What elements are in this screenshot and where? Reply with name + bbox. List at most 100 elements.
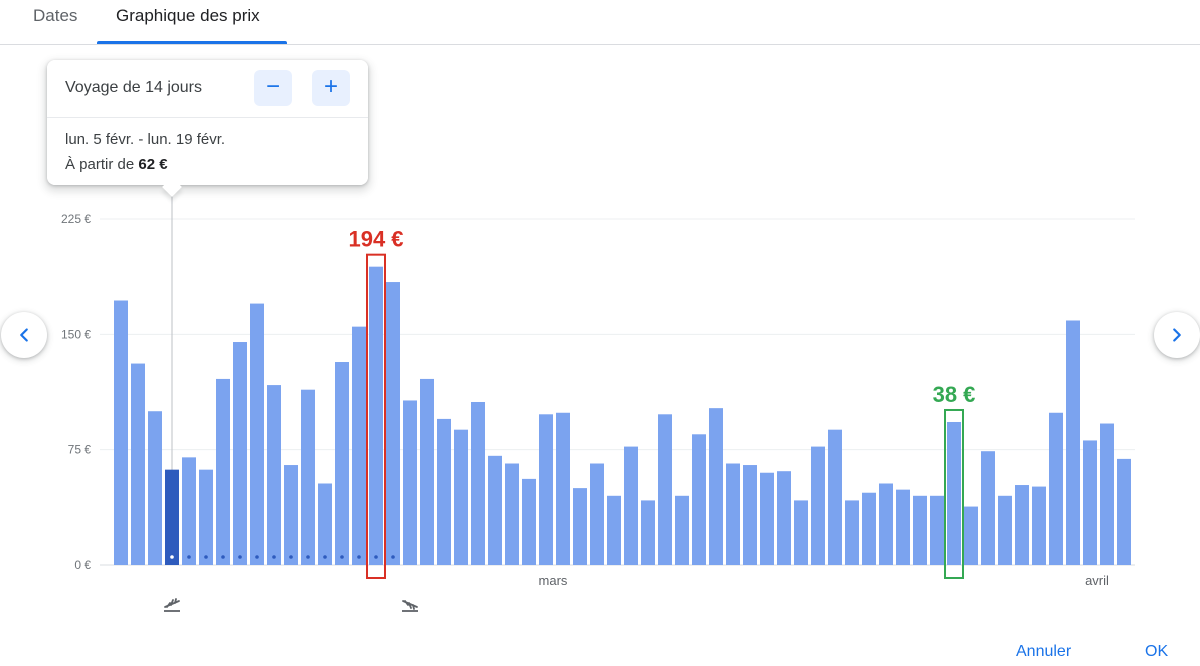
price-bar[interactable]: [267, 385, 281, 565]
trip-day-dot: [306, 555, 310, 559]
trip-day-dot: [204, 555, 208, 559]
price-bar[interactable]: [471, 401, 485, 565]
x-axis-label: avril: [1085, 573, 1109, 588]
price-bar[interactable]: [369, 266, 383, 565]
price-bar[interactable]: [182, 457, 196, 565]
price-bar[interactable]: [284, 465, 298, 565]
price-bar[interactable]: [624, 446, 638, 565]
price-bar[interactable]: [216, 378, 230, 565]
price-bar[interactable]: [845, 500, 859, 565]
trip-date-range: lun. 5 févr. - lun. 19 févr.: [65, 131, 226, 148]
price-bar[interactable]: [794, 500, 808, 565]
trip-day-dot: [289, 555, 293, 559]
price-bar[interactable]: [420, 378, 434, 565]
minus-icon: −: [265, 73, 280, 100]
price-bar[interactable]: [641, 500, 655, 565]
price-bar[interactable]: [811, 446, 825, 565]
price-bar[interactable]: [743, 465, 757, 565]
price-bar[interactable]: [1015, 485, 1029, 565]
price-bar[interactable]: [896, 489, 910, 565]
price-bar[interactable]: [488, 455, 502, 565]
price-bar[interactable]: [505, 463, 519, 565]
price-bar[interactable]: [437, 418, 451, 565]
price-bar[interactable]: [1049, 412, 1063, 565]
max-price-label: 194 €: [348, 227, 403, 252]
price-bar[interactable]: [573, 488, 587, 565]
price-bar[interactable]: [760, 472, 774, 565]
price-bar[interactable]: [522, 478, 536, 565]
price-bar[interactable]: [913, 495, 927, 565]
price-bar[interactable]: [930, 495, 944, 565]
price-bar[interactable]: [1032, 486, 1046, 565]
price-bar[interactable]: [658, 414, 672, 565]
price-bar[interactable]: [114, 300, 128, 565]
trip-day-dot: [238, 555, 242, 559]
price-bar[interactable]: [675, 495, 689, 565]
price-bar[interactable]: [1100, 423, 1114, 565]
price-bar[interactable]: [777, 471, 791, 565]
price-bar[interactable]: [301, 389, 315, 565]
price-bar[interactable]: [556, 412, 570, 565]
trip-tooltip: Voyage de 14 jours − + lun. 5 févr. - lu…: [47, 60, 368, 197]
price-bar[interactable]: [454, 429, 468, 565]
price-bar[interactable]: [199, 469, 213, 565]
price-bar[interactable]: [590, 463, 604, 565]
price-bar[interactable]: [981, 451, 995, 565]
price-bar[interactable]: [539, 414, 553, 565]
trip-price-line: À partir de 62 €: [65, 156, 168, 173]
price-bar[interactable]: [1083, 440, 1097, 565]
plus-icon: +: [323, 73, 338, 100]
price-bar[interactable]: [318, 483, 332, 565]
price-bar[interactable]: [947, 421, 961, 565]
max-highlight-box: [366, 253, 386, 579]
price-bar[interactable]: [1117, 458, 1131, 565]
y-tick-label: 75 €: [68, 443, 92, 457]
next-period-button[interactable]: [1154, 312, 1200, 358]
tab-dates[interactable]: Dates: [33, 6, 78, 25]
trip-day-dot: [357, 555, 361, 559]
price-bar[interactable]: [828, 429, 842, 565]
chevron-left-icon: [20, 328, 28, 342]
price-bar[interactable]: [964, 506, 978, 565]
tab-price-graph[interactable]: Graphique des prix: [116, 6, 260, 25]
trip-day-dot: [272, 555, 276, 559]
trip-day-dot: [391, 555, 395, 559]
price-bar[interactable]: [1066, 320, 1080, 565]
tooltip-divider: [47, 117, 368, 118]
increase-trip-length-button[interactable]: +: [312, 70, 350, 106]
price-bar[interactable]: [709, 408, 723, 565]
price-bar[interactable]: [607, 495, 621, 565]
price-bar[interactable]: [148, 411, 162, 565]
min-price-label: 38 €: [933, 382, 976, 407]
trip-day-dot: [340, 555, 344, 559]
price-bar[interactable]: [233, 342, 247, 565]
price-bar[interactable]: [131, 363, 145, 565]
decrease-trip-length-button[interactable]: −: [254, 70, 292, 106]
chevron-right-icon: [1173, 328, 1181, 342]
price-bar[interactable]: [692, 434, 706, 565]
price-bar[interactable]: [998, 495, 1012, 565]
trip-length-label: Voyage de 14 jours: [65, 79, 202, 96]
cancel-button[interactable]: Annuler: [1016, 643, 1072, 660]
tab-bar: Dates Graphique des prix: [0, 0, 1200, 45]
trip-day-dot: [323, 555, 327, 559]
price-bar[interactable]: [862, 492, 876, 565]
price-bar[interactable]: [403, 400, 417, 565]
y-tick-label: 225 €: [61, 212, 91, 226]
tooltip-body: Voyage de 14 jours − + lun. 5 févr. - lu…: [47, 60, 368, 185]
price-bar[interactable]: [335, 362, 349, 565]
price-bar[interactable]: [726, 463, 740, 565]
price-bar[interactable]: [250, 303, 264, 565]
price-bar[interactable]: [165, 469, 179, 565]
price-bar[interactable]: [386, 282, 400, 565]
ok-button[interactable]: OK: [1145, 643, 1169, 660]
price-bar[interactable]: [879, 483, 893, 565]
landing-icon: [402, 600, 418, 612]
price-bar[interactable]: [352, 326, 366, 565]
y-tick-label: 150 €: [61, 327, 91, 341]
min-highlight-box: [944, 408, 964, 579]
previous-period-button[interactable]: [1, 312, 47, 358]
trip-day-dot: [221, 555, 225, 559]
trip-day-dot: [187, 555, 191, 559]
price-value: 62 €: [138, 156, 168, 173]
